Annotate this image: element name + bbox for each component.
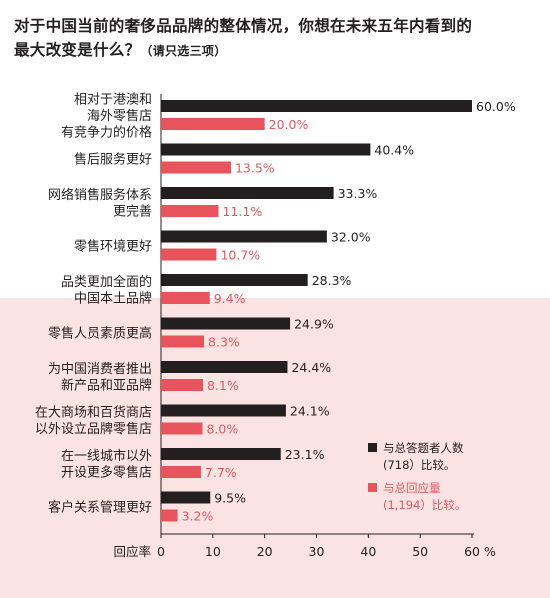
x-tick-label: 0 [157, 544, 165, 559]
data-label-responses: 20.0% [269, 117, 309, 132]
category-label: 售后服务更好 [74, 152, 152, 168]
category-label: 为中国消费者推出 [48, 362, 152, 377]
data-label-responses: 8.3% [208, 335, 240, 350]
data-label-respondents: 24.9% [294, 317, 334, 332]
category-label: 零售环境更好 [74, 239, 152, 255]
bar-responses [161, 248, 217, 261]
x-tick-label: 30 [309, 544, 325, 559]
category-label: 品类更加全面的 [61, 274, 152, 290]
data-label-respondents: 60.0% [476, 99, 516, 114]
bar-respondents [161, 448, 281, 460]
chart-title: 对于中国当前的奢侈品品牌的整体情况，你想在未来五年内看到的 最大改变是什么？（请… [14, 14, 536, 63]
bar-responses [161, 509, 178, 522]
bar-respondents [161, 187, 334, 199]
data-label-responses: 13.5% [235, 161, 275, 176]
bar-responses [161, 205, 219, 217]
data-label-respondents: 23.1% [285, 447, 325, 462]
bar-responses [161, 292, 210, 304]
bar-respondents [161, 230, 327, 243]
legend-red-line1: 与总回应量 [383, 481, 441, 495]
category-label: 海外零售店 [87, 108, 152, 124]
category-label: 在一线城市以外 [61, 448, 152, 464]
bar-respondents [161, 274, 308, 286]
title-note: （请只选三项） [140, 44, 227, 58]
category-label: 有竞争力的价格 [61, 125, 152, 141]
data-label-responses: 3.2% [182, 509, 214, 524]
bar-responses [161, 118, 265, 130]
data-label-respondents: 9.5% [214, 491, 246, 506]
bar-respondents [161, 404, 286, 417]
x-tick-label: 50 [412, 544, 428, 559]
legend-black-line1: 与总答题者人数 [383, 441, 464, 455]
x-tick-label: 40 [360, 544, 376, 559]
x-axis-label: 回应率 [113, 544, 151, 559]
category-label: 在大商场和百货商店 [35, 404, 152, 420]
legend-black-line2: (718）比较。 [383, 458, 456, 472]
data-label-respondents: 24.4% [291, 360, 331, 375]
title-line-1: 对于中国当前的奢侈品品牌的整体情况，你想在未来五年内看到的 [14, 17, 473, 35]
bar-responses [161, 466, 201, 478]
title-line-2: 最大改变是什么？（请只选三项） [14, 38, 536, 63]
data-label-respondents: 40.4% [374, 143, 414, 158]
category-label: 更完善 [113, 203, 152, 219]
title-question: 最大改变是什么？ [14, 41, 141, 59]
category-label: 中国本土品牌 [74, 290, 152, 306]
legend-swatch-red [368, 483, 377, 492]
bar-respondents [161, 143, 371, 156]
bar-respondents [161, 100, 472, 112]
data-label-responses: 8.0% [206, 422, 238, 437]
category-label: 零售人员素质更高 [48, 326, 152, 342]
category-label: 以外设立品牌零售店 [35, 421, 152, 437]
bar-responses [161, 422, 203, 435]
legend-red-line2: (1,194）比较。 [383, 498, 467, 512]
category-label: 客户关系管理更好 [48, 500, 152, 516]
bar-respondents [161, 317, 291, 330]
legend-swatch-black [368, 443, 377, 452]
bar-respondents [161, 491, 211, 504]
data-label-responses: 8.1% [207, 378, 239, 393]
category-label: 相对于港澳和 [74, 92, 152, 108]
data-label-respondents: 28.3% [312, 273, 352, 288]
data-label-responses: 7.7% [205, 465, 237, 480]
data-label-responses: 11.1% [223, 204, 263, 219]
data-label-respondents: 24.1% [290, 404, 330, 419]
bar-respondents [161, 361, 288, 373]
x-tick-label: 20 [257, 544, 273, 559]
x-tick-label: 60 % [464, 544, 496, 559]
bar-responses [161, 161, 231, 174]
category-label: 开设更多零售店 [61, 464, 152, 480]
data-label-responses: 10.7% [220, 248, 260, 263]
data-label-respondents: 32.0% [331, 230, 371, 245]
bar-responses [161, 379, 203, 391]
bar-responses [161, 335, 205, 348]
data-label-responses: 9.4% [214, 291, 246, 306]
data-label-respondents: 33.3% [338, 186, 378, 201]
x-tick-label: 10 [205, 544, 221, 559]
category-label: 新产品和亚品牌 [61, 377, 152, 393]
category-label: 网络销售服务体系 [48, 187, 152, 203]
